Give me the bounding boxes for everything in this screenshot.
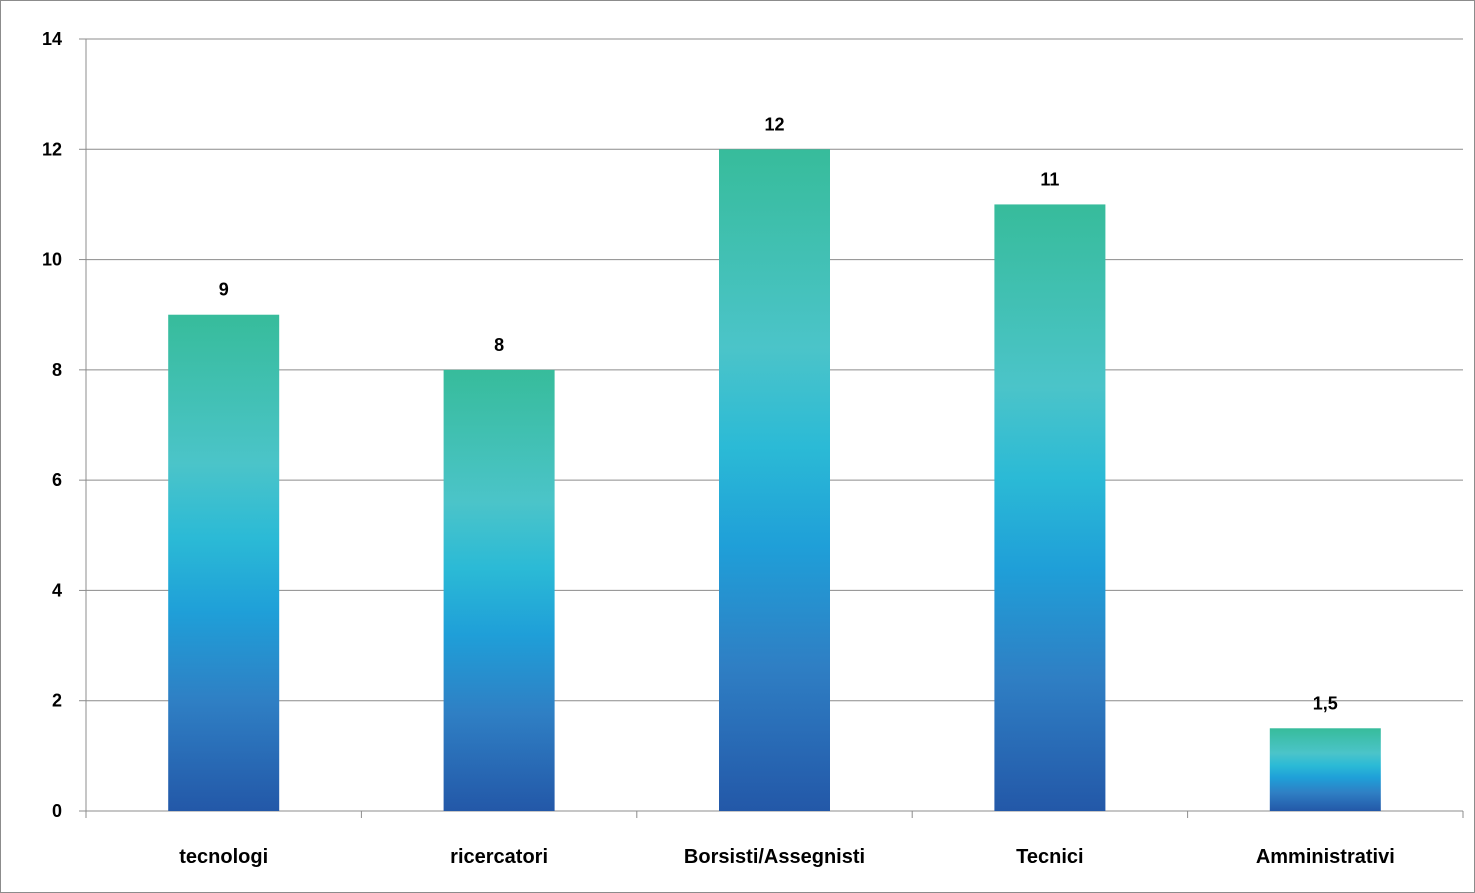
data-label: 11 (1040, 169, 1059, 189)
data-label: 12 (764, 114, 784, 134)
x-category-label: ricercatori (450, 846, 548, 868)
y-tick-label: 6 (52, 470, 62, 490)
data-label: 8 (494, 335, 504, 355)
labels: 0 2 4 6 8 10 12 14 9 tecnologi 8 ricercatori 12 Borsi… (42, 29, 1395, 868)
bar-tecnici (994, 204, 1106, 811)
y-tick-label: 0 (52, 801, 62, 821)
y-tick-label: 4 (52, 580, 62, 600)
y-tick-label: 2 (52, 691, 62, 711)
y-tick-label: 10 (42, 250, 62, 270)
bar-amministrativi (1269, 728, 1381, 811)
y-tick-label: 12 (42, 139, 62, 159)
bar-borsisti-assegnisti (719, 149, 830, 812)
data-label: 1,5 (1313, 693, 1338, 713)
x-category-label: Amministrativi (1256, 846, 1395, 868)
bars (168, 149, 1381, 812)
bar-ricercatori (443, 369, 555, 811)
y-tick-label: 14 (42, 29, 62, 49)
bar-tecnologi (168, 314, 280, 811)
y-tick-label: 8 (52, 360, 62, 380)
x-category-label: Tecnici (1016, 846, 1083, 868)
data-label: 9 (219, 280, 229, 300)
x-category-label: tecnologi (179, 846, 268, 868)
x-category-label: Borsisti/Assegnisti (684, 846, 865, 868)
